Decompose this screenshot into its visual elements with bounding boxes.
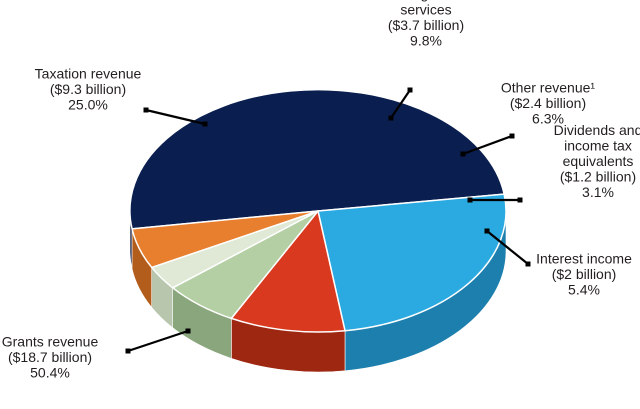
leader-line-5 (486, 230, 529, 265)
leader-lines (125, 87, 531, 354)
slice-label-2-line-3: 9.8% (410, 32, 442, 48)
slice-label-4-line-3: ($1.2 billion) (560, 169, 636, 185)
slice-label-1-line-1: ($9.3 billion) (50, 81, 126, 97)
slice-label-1-line-2: 25.0% (68, 97, 108, 113)
slice-label-5-line-2: 5.4% (568, 282, 600, 298)
slice-label-4-line-4: 3.1% (582, 184, 614, 200)
slice-label-4-line-1: income tax (564, 138, 632, 154)
leader-line-3 (462, 134, 513, 156)
slice-label-3-line-2: 6.3% (532, 111, 564, 127)
leader-marker-2-1 (407, 87, 413, 93)
slice-label-2-line-1: services (400, 1, 451, 17)
leader-marker-5-1 (525, 261, 531, 267)
pie-slice-5[interactable] (131, 210, 319, 269)
leader-marker-2-0 (388, 115, 394, 121)
slice-label-1: Taxation revenue ($9.3 billion) 25.0% (35, 66, 142, 113)
slice-label-0-line-2: 50.4% (30, 365, 70, 381)
leader-line-2 (390, 89, 411, 119)
slice-label-3-line-1: ($2.4 billion) (510, 95, 586, 111)
slice-label-1-line-0: Taxation revenue (35, 66, 142, 82)
leader-marker-4-1 (517, 197, 523, 203)
slice-label-0-line-0: Grants revenue (2, 334, 99, 350)
leader-marker-3-0 (460, 151, 466, 157)
leader-marker-4-0 (467, 197, 473, 203)
slice-label-2-line-0: Sales of goods and (366, 0, 486, 2)
leader-marker-5-0 (484, 228, 490, 234)
pie-slices (129, 88, 507, 333)
leader-line-1 (145, 108, 206, 126)
pie-slice-1[interactable] (317, 193, 507, 332)
slice-label-0: Grants revenue ($18.7 billion) 50.4% (2, 334, 99, 381)
leader-marker-3-1 (509, 133, 515, 139)
leader-marker-0-0 (185, 328, 191, 334)
leader-marker-1-0 (202, 121, 208, 127)
slice-label-4-line-0: Dividends and (554, 122, 640, 138)
slice-labels: Grants revenue ($18.7 billion) 50.4% Taxati… (2, 0, 640, 381)
leader-line-0 (127, 329, 189, 353)
slice-label-2: Sales of goods andservices($3.7 billion)… (366, 0, 486, 48)
slice-label-3: Other revenue¹ ($2.4 billion) 6.3% (501, 80, 595, 127)
slice-label-4-line-2: equivalents (563, 153, 634, 169)
slice-label-0-line-1: ($18.7 billion) (8, 349, 92, 365)
slice-label-5-line-0: Interest income (536, 251, 632, 267)
pie-slice-0[interactable] (129, 88, 505, 230)
slice-label-4: Dividends and income tax equivalents ($1.2 … (554, 122, 640, 200)
leader-marker-1-1 (143, 107, 149, 113)
slice-label-5-line-1: ($2 billion) (552, 266, 617, 282)
pie-slice-2[interactable] (230, 210, 346, 333)
slice-label-3-line-0: Other revenue¹ (501, 80, 595, 96)
slice-label-2-line-2: ($3.7 billion) (388, 17, 464, 33)
slice-label-5: Interest income ($2 billion) 5.4% (536, 251, 632, 298)
leader-marker-0-1 (125, 348, 131, 354)
